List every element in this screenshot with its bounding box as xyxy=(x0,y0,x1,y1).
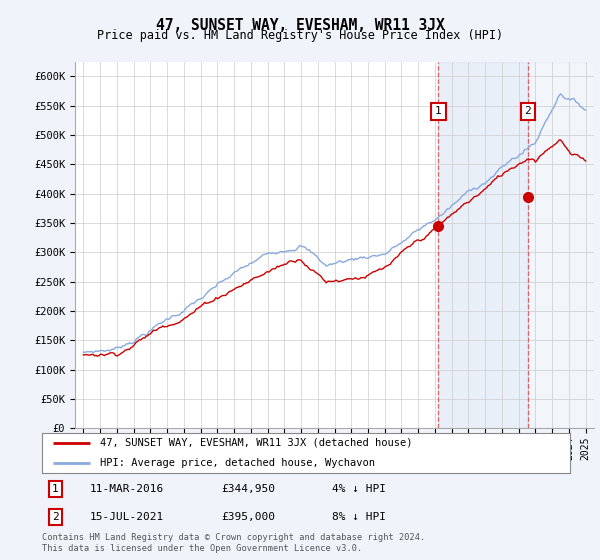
Text: 15-JUL-2021: 15-JUL-2021 xyxy=(89,512,164,522)
Text: 1: 1 xyxy=(52,484,59,494)
Text: 47, SUNSET WAY, EVESHAM, WR11 3JX (detached house): 47, SUNSET WAY, EVESHAM, WR11 3JX (detac… xyxy=(100,438,413,448)
Text: Contains HM Land Registry data © Crown copyright and database right 2024.
This d: Contains HM Land Registry data © Crown c… xyxy=(42,533,425,553)
Text: 1: 1 xyxy=(435,106,442,116)
Bar xyxy=(439,62,528,428)
Text: HPI: Average price, detached house, Wychavon: HPI: Average price, detached house, Wych… xyxy=(100,458,375,468)
Text: 8% ↓ HPI: 8% ↓ HPI xyxy=(332,512,386,522)
Bar xyxy=(528,62,594,428)
Text: 11-MAR-2016: 11-MAR-2016 xyxy=(89,484,164,494)
Text: 4% ↓ HPI: 4% ↓ HPI xyxy=(332,484,386,494)
Text: Price paid vs. HM Land Registry's House Price Index (HPI): Price paid vs. HM Land Registry's House … xyxy=(97,29,503,42)
Text: £395,000: £395,000 xyxy=(221,512,275,522)
Text: 2: 2 xyxy=(52,512,59,522)
Text: £344,950: £344,950 xyxy=(221,484,275,494)
Text: 2: 2 xyxy=(524,106,531,116)
Text: 47, SUNSET WAY, EVESHAM, WR11 3JX: 47, SUNSET WAY, EVESHAM, WR11 3JX xyxy=(155,18,445,33)
